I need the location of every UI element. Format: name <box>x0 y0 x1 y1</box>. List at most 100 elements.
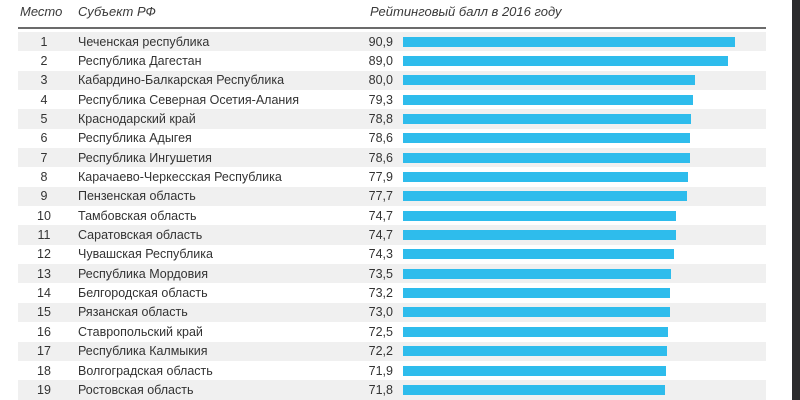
table-row: 14 Белгородская область 73,2 <box>18 283 766 302</box>
place-cell: 2 <box>40 54 48 69</box>
bar-track <box>403 307 766 318</box>
place-cell: 14 <box>37 286 51 301</box>
rating-bar <box>403 152 690 163</box>
subject-cell: Республика Северная Осетия-Алания <box>78 92 300 107</box>
table-row: 12 Чувашская Республика 74,3 <box>18 245 766 264</box>
bar-track <box>403 268 766 279</box>
value-cell: 90,9 <box>368 34 393 49</box>
value-cell: 79,3 <box>368 92 393 107</box>
rating-bar <box>403 365 666 376</box>
bar-track <box>403 384 766 395</box>
value-cell: 89,0 <box>368 54 393 69</box>
place-cell: 11 <box>37 228 51 243</box>
bar-track <box>403 36 766 47</box>
value-cell: 78,8 <box>368 112 393 127</box>
subject-cell: Республика Калмыкия <box>78 344 208 359</box>
bar-track <box>403 210 766 221</box>
table-row: 13 Республика Мордовия 73,5 <box>18 264 766 284</box>
table-row: 8 Карачаево-Черкесская Республика 77,9 <box>18 167 766 186</box>
bar-track <box>403 114 766 125</box>
value-cell: 78,6 <box>368 150 393 165</box>
place-cell: 8 <box>40 170 48 185</box>
place-cell: 9 <box>40 189 48 204</box>
place-cell: 12 <box>37 247 51 262</box>
subject-cell: Республика Мордовия <box>78 266 208 281</box>
bar-track <box>403 230 766 241</box>
rating-bar <box>403 268 672 279</box>
rating-bar <box>403 384 666 395</box>
table-row: 19 Ростовская область 71,8 <box>18 380 766 400</box>
table-row: 11 Саратовская область 74,7 <box>18 225 766 245</box>
subject-cell: Республика Дагестан <box>78 54 202 69</box>
subject-cell: Карачаево-Черкесская Республика <box>78 170 282 185</box>
table-row: 1 Чеченская республика 90,9 <box>18 32 766 52</box>
place-cell: 3 <box>40 73 48 88</box>
place-cell: 6 <box>40 131 48 146</box>
place-cell: 19 <box>37 382 51 397</box>
bar-track <box>403 249 766 260</box>
table-row: 4 Республика Северная Осетия-Алания 79,3 <box>18 90 766 109</box>
table-row: 17 Республика Калмыкия 72,2 <box>18 341 766 361</box>
subject-cell: Республика Ингушетия <box>78 150 212 165</box>
rating-bar <box>403 36 735 47</box>
subject-cell: Ставропольский край <box>78 324 203 339</box>
bar-track <box>403 94 766 105</box>
rating-bar <box>403 307 670 318</box>
value-cell: 80,0 <box>368 73 393 88</box>
value-cell: 77,9 <box>368 170 393 185</box>
value-cell: 78,6 <box>368 131 393 146</box>
rating-bar <box>403 75 696 86</box>
rating-bar <box>403 114 691 125</box>
place-cell: 1 <box>40 34 48 49</box>
subject-cell: Саратовская область <box>78 228 203 243</box>
place-cell: 18 <box>37 363 51 378</box>
table-row: 9 Пензенская область 77,7 <box>18 186 766 207</box>
header-place: Место <box>20 4 63 19</box>
subject-cell: Тамбовская область <box>78 208 197 223</box>
bar-track <box>403 133 766 144</box>
value-cell: 77,7 <box>368 189 393 204</box>
bar-track <box>403 56 766 67</box>
header-rating-score: Рейтинговый балл в 2016 году <box>370 4 562 19</box>
subject-cell: Республика Адыгея <box>78 131 192 146</box>
subject-cell: Пензенская область <box>78 189 196 204</box>
subject-cell: Рязанская область <box>78 305 188 320</box>
table-row: 2 Республика Дагестан 89,0 <box>18 51 766 70</box>
bar-track <box>403 326 766 337</box>
subject-cell: Краснодарский край <box>78 112 196 127</box>
value-cell: 72,2 <box>368 344 393 359</box>
value-cell: 73,0 <box>368 305 393 320</box>
bar-track <box>403 346 766 357</box>
place-cell: 16 <box>37 324 51 339</box>
value-cell: 72,5 <box>368 324 393 339</box>
bar-track <box>403 365 766 376</box>
bar-track <box>403 75 766 86</box>
table-row: 15 Рязанская область 73,0 <box>18 302 766 323</box>
rating-bar <box>403 172 688 183</box>
rating-table: Место Субъект РФ Рейтинговый балл в 2016… <box>18 0 766 400</box>
value-cell: 74,7 <box>368 208 393 223</box>
rating-bar <box>403 191 687 202</box>
rating-bar <box>403 249 675 260</box>
table-row: 6 Республика Адыгея 78,6 <box>18 129 766 148</box>
value-cell: 73,2 <box>368 286 393 301</box>
place-cell: 10 <box>37 208 51 223</box>
subject-cell: Чеченская республика <box>78 34 210 49</box>
value-cell: 74,3 <box>368 247 393 262</box>
bar-track <box>403 288 766 299</box>
rating-bar <box>403 288 671 299</box>
rating-bar <box>403 210 676 221</box>
value-cell: 73,5 <box>368 266 393 281</box>
table-body: 1 Чеченская республика 90,9 2 Республика… <box>18 29 766 400</box>
value-cell: 74,7 <box>368 228 393 243</box>
subject-cell: Белгородская область <box>78 286 208 301</box>
table-header: Место Субъект РФ Рейтинговый балл в 2016… <box>18 0 766 29</box>
place-cell: 5 <box>40 112 48 127</box>
table-row: 16 Ставропольский край 72,5 <box>18 322 766 341</box>
header-subject: Субъект РФ <box>78 4 156 19</box>
rating-bar <box>403 326 668 337</box>
rating-bar <box>403 133 690 144</box>
table-row: 3 Кабардино-Балкарская Республика 80,0 <box>18 70 766 91</box>
value-cell: 71,8 <box>368 382 393 397</box>
